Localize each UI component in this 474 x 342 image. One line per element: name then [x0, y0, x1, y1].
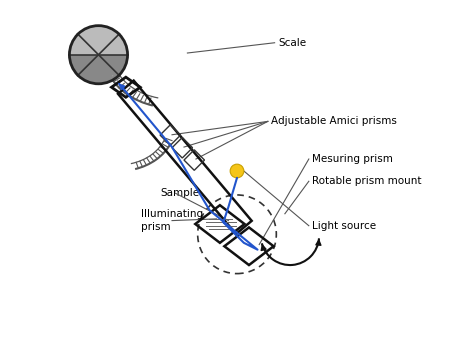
Wedge shape: [69, 55, 128, 84]
Text: Sample: Sample: [160, 188, 199, 198]
Text: Adjustable Amici prisms: Adjustable Amici prisms: [271, 116, 397, 127]
Text: Light source: Light source: [312, 221, 376, 231]
Text: Mesuring prism: Mesuring prism: [312, 154, 393, 164]
Text: Illuminating
prism: Illuminating prism: [141, 209, 203, 232]
Text: Scale: Scale: [278, 38, 306, 48]
Text: Rotable prism mount: Rotable prism mount: [312, 176, 422, 186]
Wedge shape: [69, 26, 128, 55]
Circle shape: [230, 164, 244, 178]
